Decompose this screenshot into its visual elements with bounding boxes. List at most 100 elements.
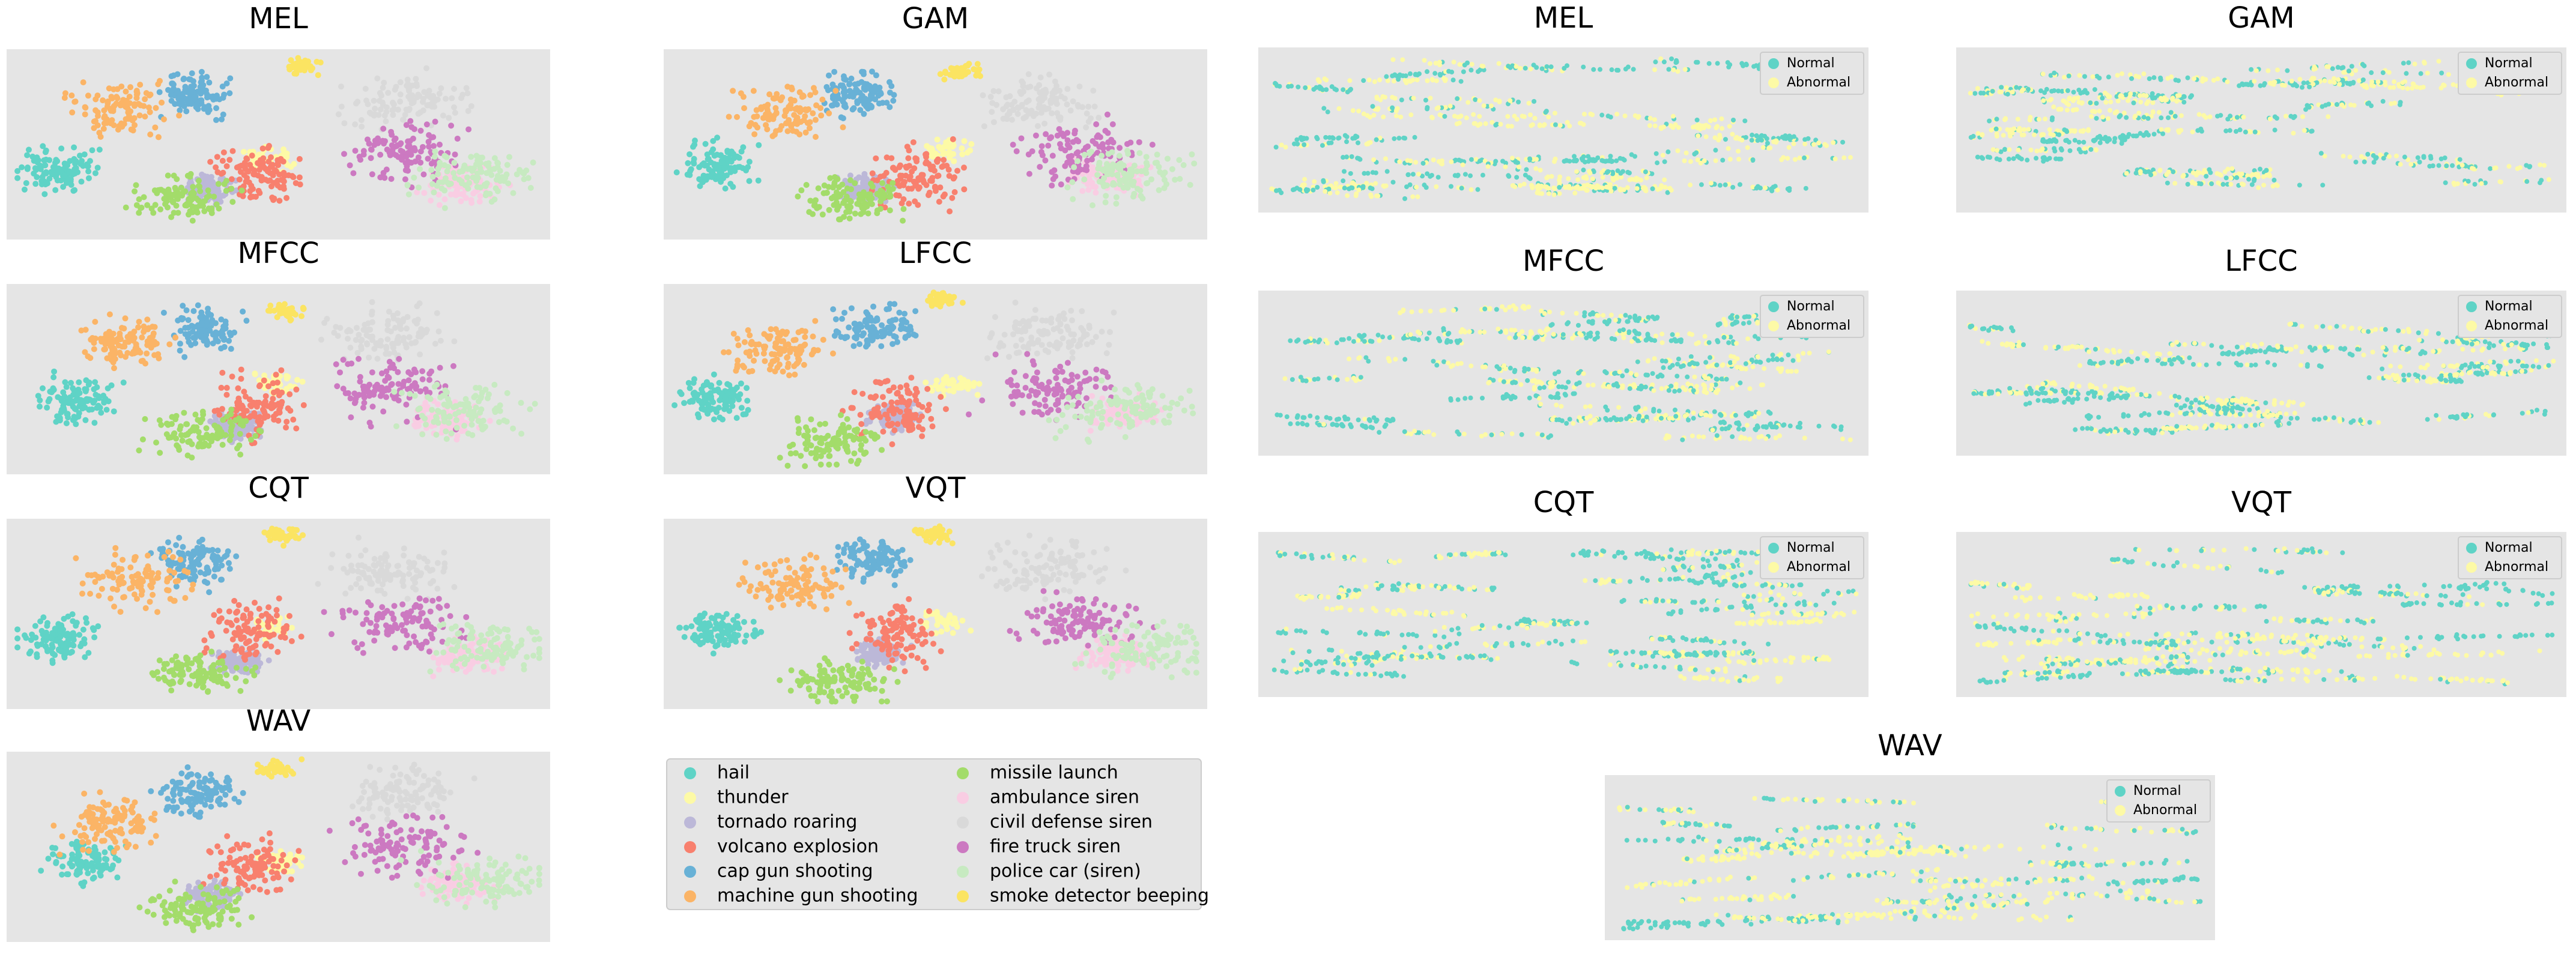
scatter-point <box>244 426 251 433</box>
scatter-point <box>735 342 742 349</box>
scatter-point <box>173 202 180 209</box>
scatter-point <box>912 385 919 392</box>
scatter-point <box>1178 395 1184 402</box>
scatter-point <box>702 140 709 147</box>
scatter-point <box>810 349 817 355</box>
scatter-point <box>1094 172 1101 178</box>
scatter-point <box>74 391 81 397</box>
scatter-point <box>208 322 214 329</box>
scatter-point <box>1127 421 1133 427</box>
scatter-point <box>92 96 99 103</box>
scatter-point <box>840 124 846 131</box>
scatter-point <box>80 626 86 633</box>
scatter-point <box>69 171 76 178</box>
scatter-point <box>691 155 697 162</box>
scatter-point <box>883 154 890 161</box>
scatter-point <box>402 341 409 348</box>
scatter-point <box>1122 434 1129 441</box>
scatter-point <box>1143 154 1150 160</box>
scatter-point <box>859 332 865 339</box>
scatter-point <box>222 432 229 438</box>
scatter-point <box>142 415 148 422</box>
scatter-point <box>37 166 44 172</box>
scatter-point <box>873 155 879 162</box>
scatter-point <box>223 391 230 398</box>
scatter-point <box>241 160 248 166</box>
scatter-point <box>1131 190 1138 197</box>
scatter-point <box>802 463 808 469</box>
scatter-point <box>221 343 228 350</box>
scatter-point <box>147 109 153 115</box>
panel-title: LFCC <box>899 237 972 270</box>
scatter-point <box>1103 182 1110 189</box>
scatter-point <box>504 390 511 396</box>
scatter-point <box>993 101 1000 108</box>
scatter-point <box>1005 379 1011 385</box>
scatter-point <box>197 188 204 195</box>
scatter-point <box>723 172 730 179</box>
scatter-point <box>850 436 857 443</box>
scatter-point <box>880 195 887 201</box>
scatter-point <box>1136 385 1143 392</box>
scatter-point <box>744 385 750 391</box>
scatter-point <box>89 147 95 154</box>
scatter-point <box>85 168 92 175</box>
scatter-point <box>738 90 744 97</box>
scatter-point <box>841 76 847 82</box>
scatter-point <box>1048 134 1055 140</box>
scatter-point <box>405 377 412 384</box>
scatter-point <box>229 422 235 429</box>
scatter-point <box>267 163 274 170</box>
scatter-point <box>390 100 396 106</box>
scatter-point <box>796 89 803 95</box>
scatter-point <box>407 138 413 145</box>
scatter-point <box>787 346 794 352</box>
scatter-point <box>810 333 816 340</box>
scatter-point <box>1189 403 1195 410</box>
scatter-point <box>830 435 837 442</box>
scatter-point <box>411 393 418 399</box>
scatter-point <box>192 340 199 346</box>
scatter-point <box>888 83 895 89</box>
scatter-point <box>813 133 819 140</box>
scatter-point <box>419 368 426 375</box>
scatter-point <box>689 143 696 150</box>
scatter-point <box>189 426 196 433</box>
scatter-point <box>136 318 142 325</box>
scatter-point <box>139 357 146 364</box>
scatter-point <box>1069 179 1076 186</box>
scatter-point <box>812 89 819 95</box>
scatter-point <box>274 182 281 189</box>
scatter-point <box>160 188 167 195</box>
scatter-point <box>452 151 458 158</box>
scatter-point <box>423 65 430 71</box>
scatter-point <box>347 395 354 402</box>
scatter-point <box>1055 407 1062 414</box>
scatter-point <box>726 382 733 388</box>
scatter-point <box>409 92 416 98</box>
scatter-point <box>848 305 855 312</box>
scatter-point <box>1026 322 1032 329</box>
scatter-point <box>1055 384 1061 390</box>
scatter-point <box>762 343 769 350</box>
scatter-point <box>201 198 208 204</box>
scatter-point <box>1059 369 1065 375</box>
scatter-point <box>234 445 240 451</box>
scatter-point <box>816 204 822 210</box>
scatter-point <box>131 334 138 341</box>
scatter-point <box>795 417 801 424</box>
scatter-point <box>721 406 728 412</box>
scatter-point <box>1099 152 1105 159</box>
scatter-point <box>889 340 896 347</box>
scatter-point <box>199 74 205 81</box>
scatter-point <box>429 99 436 106</box>
scatter-point <box>458 95 464 101</box>
scatter-point <box>181 409 187 416</box>
scatter-point <box>1079 308 1085 315</box>
scatter-point <box>335 111 342 118</box>
panel-title: GAM <box>902 2 969 35</box>
scatter-point <box>1029 148 1035 154</box>
scatter-point <box>227 75 234 82</box>
scatter-point <box>1037 74 1044 80</box>
scatter-point <box>860 209 867 216</box>
